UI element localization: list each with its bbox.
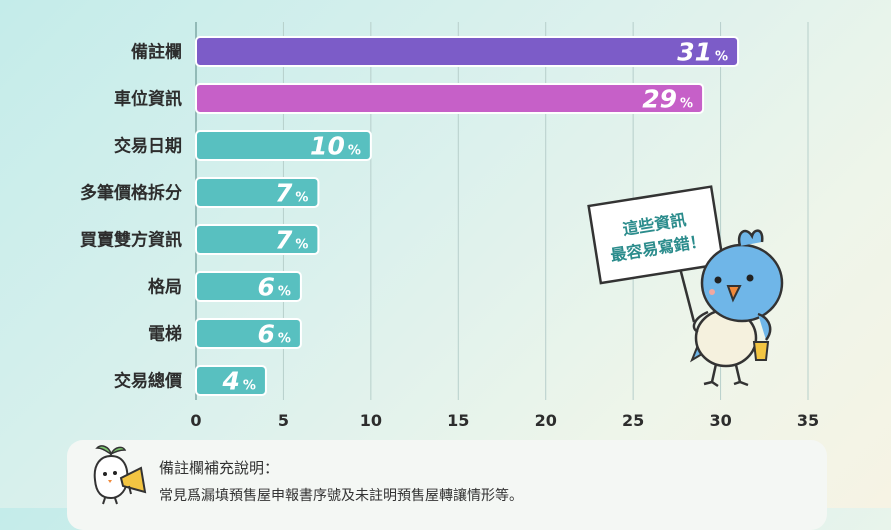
category-label: 買賣雙方資訊 bbox=[80, 230, 182, 251]
x-tick-label: 15 bbox=[447, 411, 469, 430]
value-label: 6 bbox=[258, 320, 275, 349]
x-axis-ticks: 0 5 10 15 20 25 30 35 bbox=[190, 411, 819, 430]
note-title: 備註欄補充說明： bbox=[159, 459, 280, 477]
blue-bird-icon: 這些資訊 最容易寫錯！ bbox=[587, 185, 784, 388]
bar bbox=[195, 365, 267, 396]
category-label: 車位資訊 bbox=[114, 89, 182, 110]
value-label: 4 bbox=[222, 367, 240, 396]
value-unit-label: % bbox=[348, 144, 361, 159]
value-label: 31 bbox=[677, 38, 712, 67]
value-label: 29 bbox=[642, 85, 677, 114]
value-unit-label: % bbox=[715, 50, 728, 65]
bar bbox=[195, 271, 302, 302]
category-label: 電梯 bbox=[148, 324, 182, 345]
x-tick-label: 20 bbox=[535, 411, 557, 430]
x-tick-label: 35 bbox=[797, 411, 819, 430]
note-text: 常見爲漏填預售屋申報書序號及未註明預售屋轉讓情形等。 bbox=[159, 488, 523, 504]
bar bbox=[195, 177, 320, 208]
value-unit-label: % bbox=[243, 379, 256, 394]
category-label: 格局 bbox=[148, 277, 182, 298]
x-tick-label: 30 bbox=[709, 411, 731, 430]
bar bbox=[195, 36, 740, 67]
value-label: 10 bbox=[310, 132, 345, 161]
value-label: 7 bbox=[275, 226, 293, 255]
megaphone-mascot-icon bbox=[93, 445, 147, 505]
value-label: 7 bbox=[275, 179, 293, 208]
x-tick-label: 25 bbox=[622, 411, 644, 430]
bar bbox=[195, 318, 302, 349]
value-unit-label: % bbox=[295, 191, 308, 206]
category-label: 多筆價格拆分 bbox=[80, 183, 182, 204]
bar bbox=[195, 130, 372, 161]
value-unit-label: % bbox=[278, 285, 291, 300]
x-tick-label: 5 bbox=[278, 411, 289, 430]
note-box: 備註欄補充說明： 常見爲漏填預售屋申報書序號及未註明預售屋轉讓情形等。 bbox=[67, 440, 827, 530]
value-label: 6 bbox=[258, 273, 275, 302]
category-label: 交易日期 bbox=[114, 136, 182, 157]
category-label: 備註欄 bbox=[131, 42, 182, 63]
x-tick-label: 10 bbox=[360, 411, 382, 430]
value-unit-label: % bbox=[295, 238, 308, 253]
category-label: 交易總價 bbox=[114, 371, 183, 392]
value-unit-label: % bbox=[680, 97, 693, 112]
x-tick-label: 0 bbox=[190, 411, 201, 430]
value-unit-label: % bbox=[278, 332, 291, 347]
bar bbox=[195, 224, 320, 255]
bar bbox=[195, 83, 705, 114]
